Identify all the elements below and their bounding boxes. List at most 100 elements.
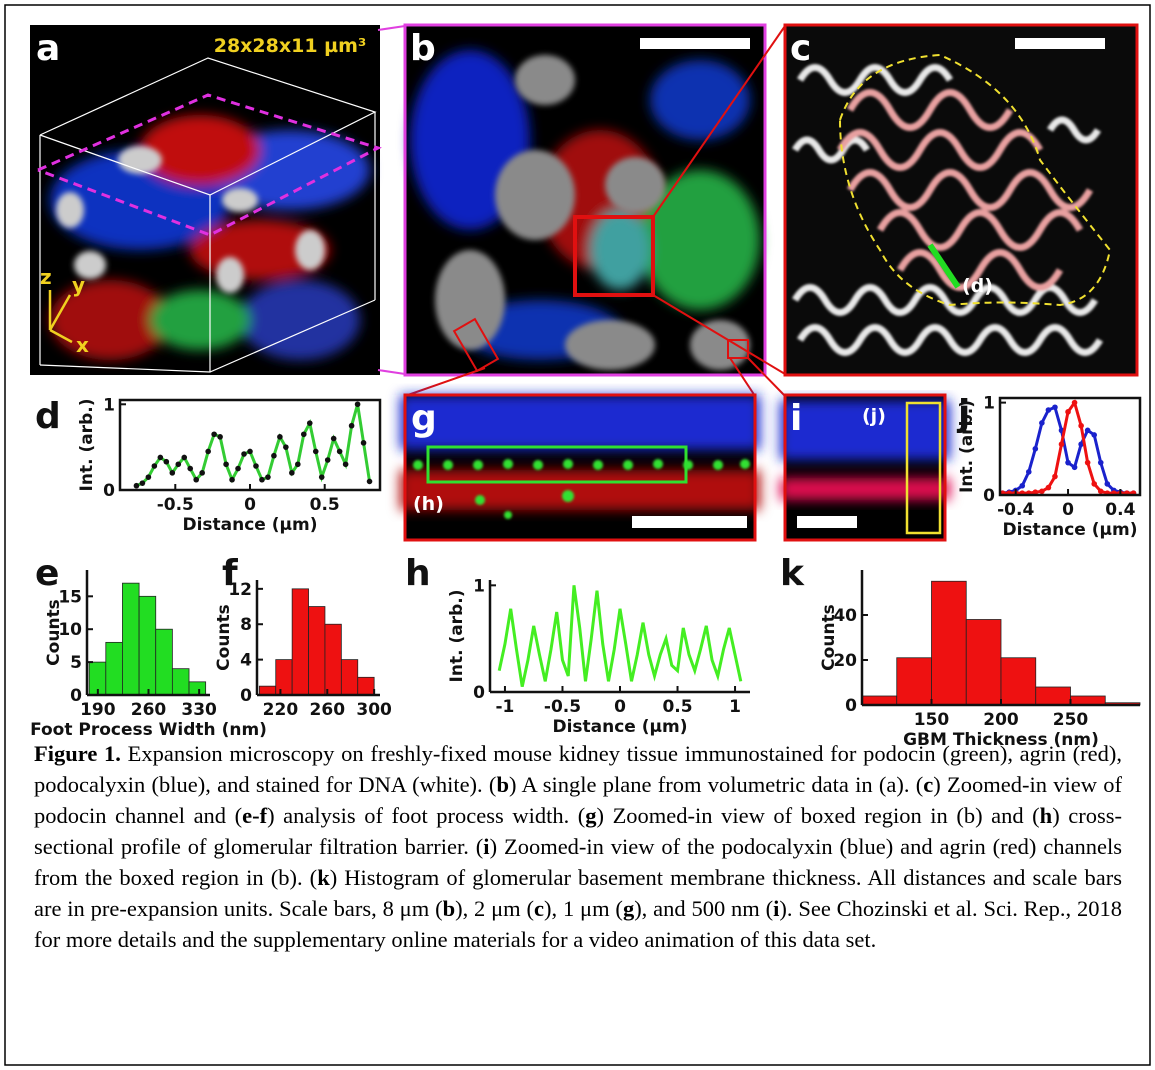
data-point (1091, 432, 1097, 438)
data-point (325, 457, 331, 463)
data-point (1026, 469, 1032, 475)
caption-text: e-f (242, 803, 267, 828)
histogram-bar (1036, 687, 1071, 705)
y-axis-label: Int. (arb.) (447, 590, 467, 683)
x-tick-label: 1 (729, 697, 741, 717)
panel-label: i (790, 398, 802, 439)
caption-text: ) Zoomed-in view of boxed region in (b) … (597, 803, 1040, 828)
histogram-bar (122, 583, 139, 695)
data-point (181, 455, 187, 461)
y-tick-label: 4 (240, 651, 252, 671)
y-tick-label: 0 (845, 696, 857, 716)
x-tick-label: -0.5 (157, 495, 194, 515)
data-point (1052, 474, 1058, 480)
histogram-bar (189, 682, 206, 695)
histogram-bar (172, 669, 189, 695)
caption-text: ), 1 μm ( (544, 896, 623, 921)
caption-text: g (585, 803, 596, 828)
x-tick-label: 260 (131, 700, 167, 720)
x-axis-label: Distance (µm) (182, 515, 317, 535)
data-point (1104, 481, 1110, 487)
data-point (205, 449, 211, 455)
data-point (259, 477, 265, 483)
histogram-bar (292, 589, 308, 695)
region-annotation: (j) (862, 405, 886, 427)
x-tick-label: 0 (1062, 500, 1074, 520)
image-panel-c: c (d) (785, 25, 1137, 375)
data-point (361, 440, 367, 446)
x-tick-label: 0.5 (310, 495, 340, 515)
data-point (146, 474, 152, 480)
data-point (253, 463, 259, 469)
y-axis-label: Counts (214, 604, 234, 671)
histogram-bar (276, 660, 292, 695)
line-series (499, 585, 741, 686)
histogram-bar (259, 686, 275, 695)
y-tick-label: 5 (70, 653, 82, 673)
y-tick-label: 0 (240, 686, 252, 706)
panel-label: d (35, 396, 61, 437)
data-point (1039, 489, 1045, 495)
y-tick-label: 0 (103, 481, 115, 501)
data-point (134, 483, 140, 489)
data-point (271, 453, 277, 459)
data-point (1059, 441, 1065, 447)
histogram-bar (966, 620, 1001, 706)
y-tick-label: 1 (983, 394, 995, 414)
image-panel-i: i (j) (780, 395, 950, 540)
y-tick-label: 12 (228, 580, 252, 600)
data-point (1085, 428, 1091, 434)
y-tick-label: 0 (70, 686, 82, 706)
caption-text: h (1040, 803, 1053, 828)
y-axis-label: Counts (819, 604, 839, 671)
data-point (1091, 481, 1097, 487)
data-point (1065, 409, 1071, 415)
data-point (211, 431, 217, 437)
y-tick-label: 8 (240, 615, 252, 635)
panel-label: a (36, 28, 60, 69)
y-tick-label: 0 (473, 683, 485, 703)
data-point (193, 477, 199, 483)
data-point (223, 461, 229, 467)
data-point (307, 420, 313, 426)
histogram-bar (932, 581, 967, 705)
data-point (283, 444, 289, 450)
data-point (1072, 464, 1078, 470)
x-tick-label: 250 (1053, 710, 1089, 730)
line-series (1003, 403, 1134, 494)
caption-text: b (443, 896, 456, 921)
data-point (313, 449, 319, 455)
panel-label: e (35, 553, 59, 594)
panel-label: k (780, 553, 805, 594)
caption-text: b (496, 772, 509, 797)
chart: d-0.500.501Distance (µm)Int. (arb.) (35, 395, 380, 535)
data-point (217, 434, 223, 440)
plot-frame (120, 400, 380, 490)
histogram-bar (309, 607, 325, 695)
histogram-bar (106, 642, 123, 695)
data-point (1065, 460, 1071, 466)
x-tick-label: 260 (310, 700, 346, 720)
histogram-bar (341, 660, 357, 695)
histogram-bar (358, 677, 374, 695)
data-point (295, 461, 301, 467)
x-tick-label: 190 (80, 700, 116, 720)
x-axis-label: Distance (µm) (552, 717, 687, 737)
axis-annotation: z (40, 265, 52, 289)
caption-text: ) A single plane from volumetric data in… (509, 772, 923, 797)
data-point (1078, 423, 1084, 429)
axis-annotation: x (76, 333, 89, 357)
panel-label: g (411, 398, 437, 439)
data-point (1046, 485, 1052, 491)
y-tick-label: 1 (103, 395, 115, 415)
panel-label: h (405, 553, 431, 594)
volume-annotation: 28x28x11 µm³ (214, 35, 367, 57)
x-tick-label: 150 (914, 710, 950, 730)
data-point (367, 479, 373, 485)
x-tick-label: 200 (983, 710, 1019, 730)
caption-text: Figure 1. (34, 741, 121, 766)
